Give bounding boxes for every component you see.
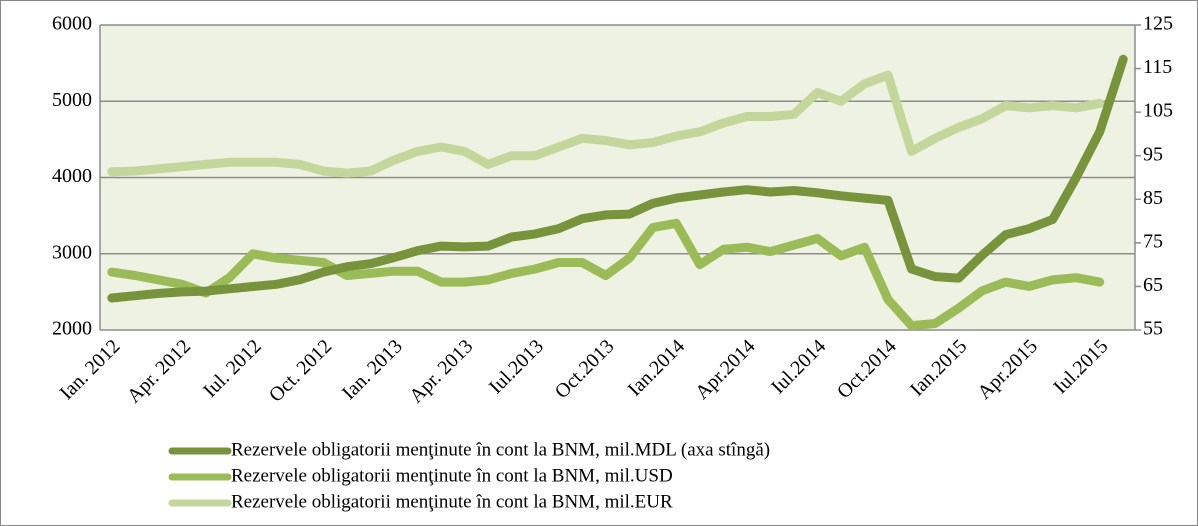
legend-label: Rezervele obligatorii menţinute în cont … (231, 465, 673, 486)
legend-label: Rezervele obligatorii menţinute în cont … (231, 491, 673, 512)
legend-label: Rezervele obligatorii menţinute în cont … (231, 439, 770, 460)
data-line (107, 54, 1128, 303)
y2-tick-label: 115 (1143, 56, 1172, 78)
y-tick-label: 6000 (52, 13, 92, 35)
data-line (107, 218, 1105, 331)
y-tick-label: 5000 (52, 89, 92, 111)
y-tick-label: 4000 (52, 165, 92, 187)
y2-tick-label: 125 (1143, 13, 1173, 35)
data-line (107, 70, 1105, 178)
y-tick-label: 3000 (52, 241, 92, 263)
y2-tick-label: 55 (1143, 318, 1163, 340)
y2-tick-label: 95 (1143, 143, 1163, 165)
y2-tick-label: 85 (1143, 187, 1163, 209)
y2-tick-label: 65 (1143, 274, 1163, 296)
y-tick-label: 2000 (52, 318, 92, 340)
y2-tick-label: 105 (1143, 100, 1173, 122)
y2-tick-label: 75 (1143, 230, 1163, 252)
